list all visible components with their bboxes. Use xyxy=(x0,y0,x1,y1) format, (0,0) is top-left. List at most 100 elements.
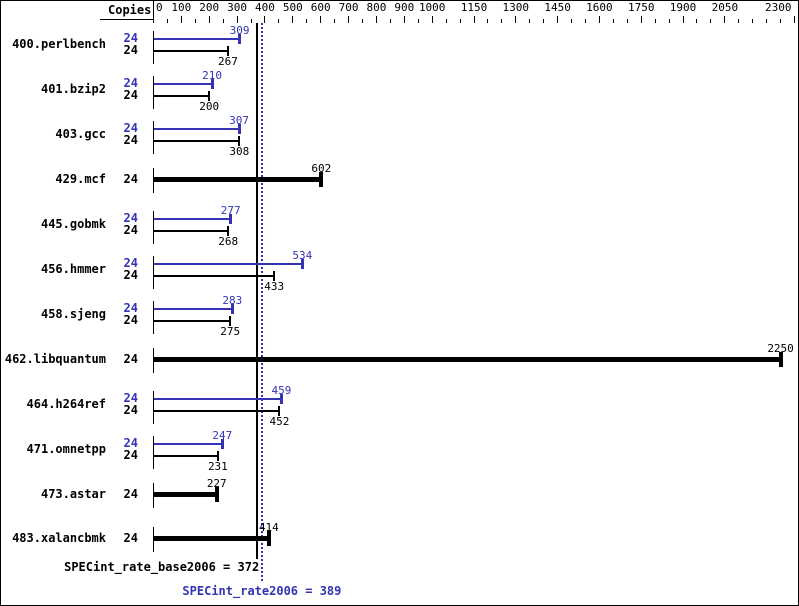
copies-value: 24 xyxy=(123,171,138,186)
axis-minor-tick xyxy=(529,19,531,23)
copies-value: 24 xyxy=(123,351,138,366)
bar-value-label: 210 xyxy=(202,68,222,82)
axis-major-tick xyxy=(348,16,350,23)
axis-minor-tick xyxy=(696,19,698,23)
bar-value-label: 309 xyxy=(229,24,250,37)
spec-rate-peak-summary: SPECint_rate2006 = 389 xyxy=(182,584,342,598)
axis-major-tick xyxy=(598,16,600,23)
group-axis-segment xyxy=(153,482,154,508)
benchmark-label: 401.bzip2 xyxy=(40,81,106,96)
bar-value-label: 275 xyxy=(220,324,241,338)
bar-value-label: 267 xyxy=(217,55,238,68)
axis-minor-tick xyxy=(389,19,391,23)
group-axis-segment xyxy=(153,167,154,193)
bar-value-label: 308 xyxy=(229,144,250,158)
peak-bar-end-tick xyxy=(300,258,304,269)
copies-value-base: 24 xyxy=(123,87,138,102)
axis-tick-label: 2300 xyxy=(765,1,792,14)
axis-major-tick xyxy=(236,16,238,23)
axis-tick-label: 1900 xyxy=(669,1,697,14)
copies-value: 24 xyxy=(123,531,138,546)
axis-minor-tick xyxy=(278,19,280,23)
base-bar xyxy=(154,139,240,142)
group-axis-segment xyxy=(153,75,154,109)
copies-value-peak: 24 xyxy=(123,120,138,135)
benchmark-label: 400.perlbench xyxy=(12,37,106,51)
benchmark-label: 483.xalancbmk xyxy=(12,531,106,546)
copies-value-peak: 24 xyxy=(123,75,138,90)
spec-rate-base-summary: SPECint_rate_base2006 = 372 xyxy=(64,560,260,574)
bar-value-label: 268 xyxy=(218,234,239,248)
base-bar xyxy=(154,229,229,232)
combined-bar xyxy=(154,176,322,182)
benchmark-label: 403.gcc xyxy=(55,126,106,141)
axis-tick-label: 600 xyxy=(310,1,331,14)
axis-tick-label: 2050 xyxy=(711,1,739,14)
axis-minor-tick xyxy=(417,19,419,23)
axis-minor-tick xyxy=(543,19,545,23)
axis-tick-label: 200 xyxy=(199,1,220,14)
axis-tick-label: 400 xyxy=(255,1,275,14)
peak-bar-end-tick xyxy=(230,303,234,314)
peak-bar xyxy=(154,82,213,85)
base-bar xyxy=(154,50,228,52)
axis-minor-tick xyxy=(362,19,364,23)
base-bar xyxy=(154,94,210,97)
axis-origin-line xyxy=(153,1,154,23)
copies-value-base: 24 xyxy=(123,222,138,237)
bar-value-label: 227 xyxy=(206,476,227,490)
axis-minor-tick xyxy=(766,19,768,23)
bar-value-label: 459 xyxy=(271,383,292,397)
axis-minor-tick xyxy=(166,19,168,23)
axis-minor-tick xyxy=(752,19,754,23)
peak-mean-line xyxy=(260,23,263,583)
group-axis-segment xyxy=(153,31,154,64)
axis-minor-tick xyxy=(738,19,740,23)
combined-bar-end-tick xyxy=(214,486,219,502)
base-bar-end-tick xyxy=(273,270,276,281)
copies-value-peak: 24 xyxy=(123,255,138,270)
axis-tick-label: 500 xyxy=(282,1,303,14)
axis-tick-label: 1300 xyxy=(502,1,530,14)
bar-value-label: 602 xyxy=(311,161,332,175)
peak-bar-end-tick xyxy=(237,123,241,134)
base-bar xyxy=(154,319,231,322)
group-axis-segment xyxy=(153,347,154,373)
bar-value-label: 247 xyxy=(212,428,233,442)
group-axis-segment xyxy=(153,527,154,553)
base-bar xyxy=(154,409,280,412)
axis-tick-label: 700 xyxy=(338,1,359,14)
axis-tick-label: 1600 xyxy=(586,1,613,14)
axis-tick-label: 900 xyxy=(394,1,415,14)
bar-value-label: 277 xyxy=(220,203,241,217)
benchmark-label: 471.omnetpp xyxy=(26,441,106,456)
copies-value: 24 xyxy=(123,486,138,501)
axis-minor-tick xyxy=(571,19,573,23)
axis-major-tick xyxy=(264,16,266,23)
bar-value-label: 414 xyxy=(258,521,279,535)
base-bar-end-tick xyxy=(226,46,229,56)
base-bar-end-tick xyxy=(216,450,219,461)
copies-value-base: 24 xyxy=(123,43,138,57)
axis-tick-label: 1000 xyxy=(418,1,446,14)
axis-tick-label: 1750 xyxy=(627,1,655,14)
combined-bar-end-tick xyxy=(778,351,783,367)
peak-bar xyxy=(154,217,231,220)
axis-major-tick xyxy=(724,16,726,23)
benchmark-label: 458.sjeng xyxy=(40,306,106,321)
axis-minor-tick xyxy=(612,19,614,23)
peak-bar xyxy=(154,127,240,130)
axis-major-tick xyxy=(557,16,559,23)
copies-value-peak: 24 xyxy=(123,31,138,45)
axis-minor-tick xyxy=(194,19,196,23)
bar-value-label: 534 xyxy=(292,248,313,262)
copies-value-base: 24 xyxy=(123,312,138,327)
copies-value-peak: 24 xyxy=(123,435,138,450)
axis-minor-tick xyxy=(654,19,656,23)
axis-tick-label: 800 xyxy=(366,1,387,14)
axis-minor-tick xyxy=(222,19,224,23)
base-bar-end-tick xyxy=(229,315,232,326)
base-bar-end-tick xyxy=(278,405,281,416)
axis-major-tick xyxy=(794,16,795,23)
group-axis-segment xyxy=(153,300,154,334)
